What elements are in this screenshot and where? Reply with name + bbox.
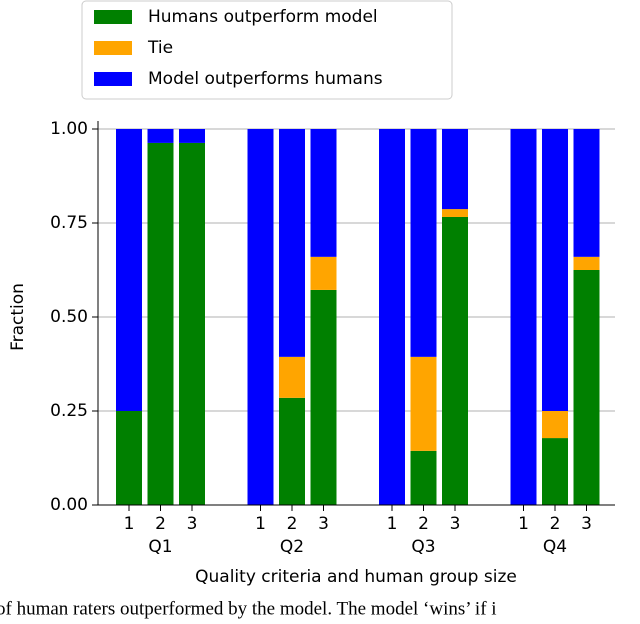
bar-segment — [310, 129, 337, 257]
group-label: Q3 — [411, 537, 435, 557]
bar-segment — [542, 129, 568, 411]
group-label: Q4 — [543, 537, 567, 557]
bar-segment — [573, 256, 600, 270]
bar-segment — [510, 129, 537, 505]
y-tick-label: 0.75 — [50, 213, 88, 233]
x-tick-label: 1 — [255, 514, 266, 534]
legend-label: Model outperforms humans — [148, 69, 383, 89]
x-tick-label: 3 — [581, 514, 592, 534]
legend-swatch — [94, 72, 132, 86]
bar-segment — [379, 129, 405, 505]
x-tick-label: 2 — [550, 514, 561, 534]
bar-segment — [279, 356, 305, 398]
y-tick-label: 0.00 — [50, 495, 88, 515]
group-label: Q1 — [148, 537, 172, 557]
bar-segment — [179, 142, 205, 506]
bar-segment — [410, 450, 437, 505]
x-tick-label: 2 — [287, 514, 298, 534]
x-tick-label: 2 — [155, 514, 166, 534]
caption: of human raters outperformed by the mode… — [0, 598, 497, 619]
legend-label: Humans outperform model — [148, 7, 378, 27]
legend-swatch — [94, 41, 132, 55]
bar-segment — [442, 209, 468, 217]
x-tick-label: 1 — [124, 514, 135, 534]
bar-segment — [116, 411, 142, 505]
y-axis-label: Fraction — [8, 283, 28, 351]
legend-label: Tie — [147, 38, 173, 58]
bar-segment — [279, 397, 305, 505]
x-axis-label: Quality criteria and human group size — [195, 567, 517, 587]
bar-segment — [147, 142, 174, 506]
y-tick-label: 1.00 — [50, 119, 88, 139]
x-tick-label: 1 — [518, 514, 529, 534]
y-tick-label: 0.25 — [50, 401, 88, 421]
bar-segment — [442, 129, 468, 210]
x-tick-label: 3 — [187, 514, 198, 534]
bar-segment — [310, 289, 337, 505]
bar-segment — [573, 270, 600, 505]
bar-segment — [442, 216, 468, 505]
bar-segment — [573, 129, 600, 257]
group-label: Q2 — [280, 537, 304, 557]
bar-segment — [279, 129, 305, 357]
bar-segment — [542, 438, 568, 505]
legend-swatch — [94, 10, 132, 24]
bar-segment — [147, 129, 174, 143]
bar-segment — [410, 129, 437, 357]
x-tick-label: 2 — [418, 514, 429, 534]
x-tick-label: 1 — [387, 514, 398, 534]
x-tick-label: 3 — [450, 514, 461, 534]
bar-segment — [179, 129, 205, 143]
bar-segment — [542, 411, 568, 439]
y-tick-label: 0.50 — [50, 307, 88, 327]
bar-segment — [116, 129, 142, 411]
legend-box — [81, 0, 453, 100]
bar-segment — [310, 256, 337, 290]
x-tick-label: 3 — [318, 514, 329, 534]
bar-segment — [247, 129, 274, 505]
bar-segment — [410, 356, 437, 451]
